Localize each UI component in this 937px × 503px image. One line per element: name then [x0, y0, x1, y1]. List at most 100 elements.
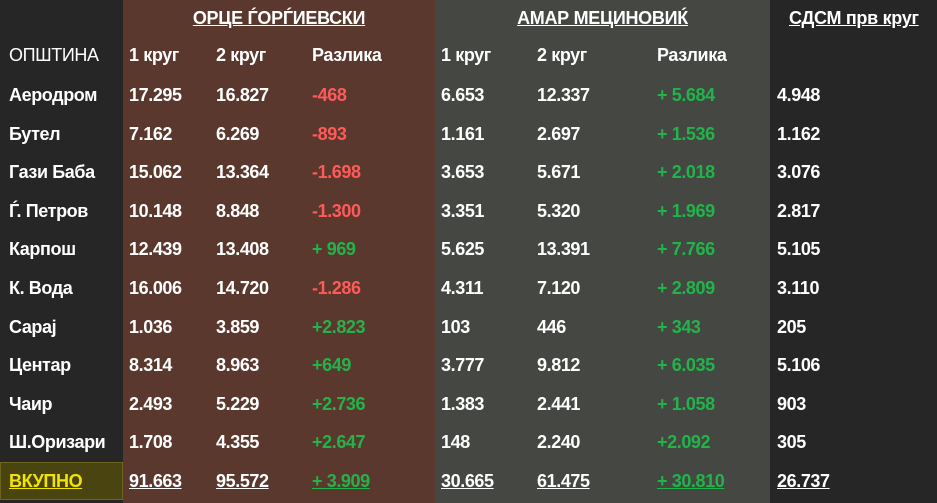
amar-round1-value: 1.161 — [441, 123, 485, 144]
orce-round2-value: 6.269 — [216, 123, 260, 144]
amar-round1-value: 5.625 — [441, 239, 485, 260]
amar-round2-value: 13.391 — [537, 239, 590, 260]
orce-diff-value: -468 — [312, 85, 347, 105]
sdsm-value: 4.948 — [777, 85, 821, 105]
orce-round2-value: 5.229 — [216, 393, 260, 414]
sdsm-value: 5.105 — [777, 239, 821, 260]
amar-round1-value: 3.653 — [441, 162, 485, 183]
amar-diff-value: + 2.018 — [657, 162, 715, 183]
total-amar-diff: + 30.810 — [657, 471, 725, 491]
amar-diff-value: + 7.766 — [657, 239, 715, 260]
orce-diff-value: -1.698 — [312, 162, 361, 183]
municipality-name: Бутел — [9, 123, 61, 144]
amar-column-group-bg — [435, 0, 770, 503]
candidate-orce-header: ОРЦЕ ЃОРЃИЕВСКИ — [192, 8, 366, 28]
amar-round2-value: 2.240 — [537, 432, 581, 453]
municipality-name: Чаир — [9, 393, 53, 414]
amar-diff-value: + 1.536 — [657, 123, 715, 144]
orce-diff-value: +649 — [312, 355, 351, 376]
orce-round1-header: 1 круг — [129, 45, 179, 65]
municipality-name: Центар — [9, 355, 71, 376]
municipality-name: Аеродром — [9, 85, 98, 105]
total-orce-diff: + 3.909 — [312, 471, 370, 491]
orce-diff-value: + 969 — [312, 239, 356, 260]
total-amar-round1: 30.665 — [441, 471, 494, 491]
sdsm-value: 3.076 — [777, 162, 821, 183]
table-row: Гази Баба 15.062 13.364 -1.698 3.653 5.671 + 2… — [0, 153, 937, 191]
candidate-amar-header: АМАР МЕЦИНОВИЌ — [517, 8, 688, 28]
amar-diff-value: + 1.058 — [657, 393, 715, 414]
total-orce-round1: 91.663 — [129, 471, 182, 491]
amar-round1-value: 3.777 — [441, 355, 485, 376]
municipality-name: Ш.Оризари — [9, 432, 106, 453]
amar-round2-value: 9.812 — [537, 355, 581, 376]
orce-round2-value: 13.364 — [216, 162, 269, 183]
amar-round1-value: 1.383 — [441, 393, 485, 414]
orce-round2-value: 4.355 — [216, 432, 260, 453]
amar-round1-value: 6.653 — [441, 85, 485, 105]
orce-round1-value: 2.493 — [129, 393, 173, 414]
orce-diff-value: +2.736 — [312, 393, 366, 414]
orce-round1-value: 12.439 — [129, 239, 182, 260]
orce-round2-value: 16.827 — [216, 85, 269, 105]
amar-diff-header: Разлика — [657, 45, 727, 65]
orce-round2-value: 8.848 — [216, 200, 260, 221]
sdsm-first-round-header: СДСМ прв круг — [789, 8, 919, 28]
orce-round1-value: 16.006 — [129, 278, 182, 298]
total-label-highlight — [0, 462, 123, 500]
sdsm-value: 305 — [777, 432, 806, 453]
amar-diff-value: +2.092 — [657, 432, 711, 453]
amar-diff-value: + 5.684 — [657, 85, 715, 105]
sdsm-value: 5.106 — [777, 355, 821, 376]
municipality-header: ОПШТИНА — [9, 45, 99, 65]
amar-diff-value: + 343 — [657, 316, 701, 337]
table-row: Карпош 12.439 13.408 + 969 5.625 13.391 + 7.76… — [0, 230, 937, 268]
orce-round1-value: 10.148 — [129, 200, 182, 221]
municipality-name: К. Вода — [9, 278, 73, 298]
total-orce-round2: 95.572 — [216, 471, 269, 491]
table-row: Ш.Оризари 1.708 4.355 +2.647 148 2.240 +2.092 3… — [0, 423, 937, 461]
amar-round1-value: 148 — [441, 432, 470, 453]
table-row: Центар 8.314 8.963 +649 3.777 9.812 + 6.035 5.1… — [0, 346, 937, 384]
amar-diff-value: + 6.035 — [657, 355, 715, 376]
sdsm-value: 3.110 — [777, 278, 820, 298]
total-label: ВКУПНО — [9, 471, 83, 491]
amar-round1-value: 103 — [441, 316, 470, 337]
orce-round1-value: 17.295 — [129, 85, 182, 105]
orce-round1-value: 15.062 — [129, 162, 182, 183]
table-row: К. Вода 16.006 14.720 -1.286 4.311 7.120 + 2.8… — [0, 269, 937, 307]
table-row: Ѓ. Петров 10.148 8.848 -1.300 3.351 5.320 + 1.… — [0, 192, 937, 230]
total-row: ВКУПНО 91.663 95.572 + 3.909 30.665 61.4… — [0, 462, 937, 500]
table-row: Сарај 1.036 3.859 +2.823 103 446 + 343 205 — [0, 308, 937, 346]
orce-round2-value: 13.408 — [216, 239, 269, 260]
orce-diff-value: -1.300 — [312, 200, 361, 221]
amar-diff-value: + 2.809 — [657, 278, 715, 298]
orce-round1-value: 7.162 — [129, 123, 173, 144]
amar-round1-value: 3.351 — [441, 200, 485, 221]
amar-round1-header: 1 круг — [441, 45, 491, 65]
table-row: Чаир 2.493 5.229 +2.736 1.383 2.441 + 1.058 903 — [0, 385, 937, 423]
amar-round2-value: 2.441 — [537, 393, 581, 414]
orce-round2-value: 3.859 — [216, 316, 260, 337]
orce-round1-value: 8.314 — [129, 355, 173, 376]
orce-round2-header: 2 круг — [216, 45, 266, 65]
municipality-name: Сарај — [9, 316, 57, 337]
table-row: Бутел 7.162 6.269 -893 1.161 2.697 + 1.536 1.16… — [0, 115, 937, 153]
municipality-column-bg — [0, 0, 123, 503]
orce-column-group-bg — [123, 0, 435, 503]
municipality-name: Гази Баба — [9, 162, 95, 183]
orce-round1-value: 1.708 — [129, 432, 173, 453]
orce-diff-value: +2.823 — [312, 316, 366, 337]
orce-diff-value: +2.647 — [312, 432, 366, 453]
column-subheader-row: ОПШТИНА 1 круг 2 круг Разлика 1 круг 2 к… — [0, 36, 937, 74]
municipality-name: Карпош — [9, 239, 76, 260]
orce-round2-value: 8.963 — [216, 355, 260, 376]
amar-diff-value: + 1.969 — [657, 200, 715, 221]
orce-diff-value: -893 — [312, 123, 347, 144]
amar-round2-value: 12.337 — [537, 85, 590, 105]
sdsm-value: 903 — [777, 393, 806, 414]
total-amar-round2: 61.475 — [537, 471, 590, 491]
sdsm-value: 1.162 — [777, 123, 821, 144]
orce-diff-value: -1.286 — [312, 278, 361, 298]
